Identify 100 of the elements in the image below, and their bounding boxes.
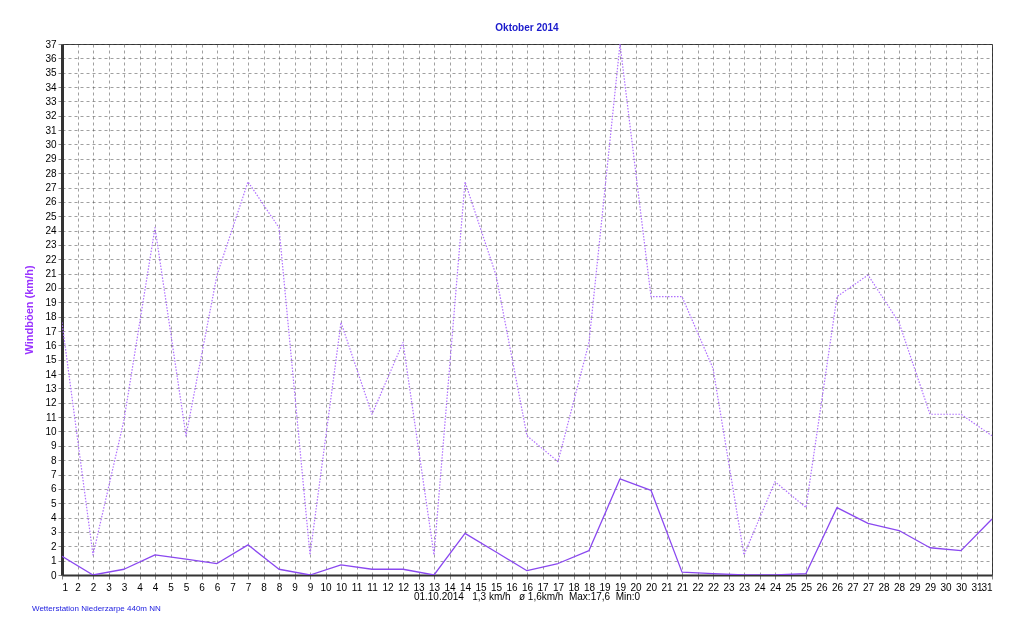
x-tick-label: 2 xyxy=(90,581,97,593)
y-tick-label: 13 xyxy=(45,382,57,394)
x-tick-label: 23 xyxy=(738,581,751,593)
x-tick-label: 28 xyxy=(878,581,890,593)
x-tick-label: 4 xyxy=(137,581,144,593)
x-tick-label: 18 xyxy=(568,581,580,593)
x-tick-label: 23 xyxy=(723,581,735,593)
x-tick-label: 20 xyxy=(630,581,642,593)
y-tick-label: 9 xyxy=(50,440,57,452)
x-tick-label: 13 xyxy=(428,581,441,593)
y-tick-label: 15 xyxy=(45,354,57,366)
x-tick-label: 27 xyxy=(847,581,859,593)
x-tick-label: 3 xyxy=(106,581,113,593)
x-tick-label: 27 xyxy=(862,581,875,593)
text: 01.10.2014 1,3 km/h ø 1,6km/h Max:17,6 Min:0 xyxy=(412,591,642,602)
y-tick-label: 20 xyxy=(45,282,57,294)
x-tick-label: 7 xyxy=(245,581,252,593)
x-tick-label: 5 xyxy=(168,581,175,593)
y-tick-label: 30 xyxy=(45,138,57,150)
x-tick-label: 8 xyxy=(276,581,283,593)
x-tick-label: 19 xyxy=(599,581,611,593)
x-tick-label: 31 xyxy=(971,581,983,593)
y-tick-label: 23 xyxy=(45,239,57,251)
x-tick-label: 4 xyxy=(152,581,159,593)
y-tick-label: 11 xyxy=(46,411,57,423)
y-tick-label: 1 xyxy=(50,555,57,567)
y-tick-label: 37 xyxy=(45,38,57,50)
y-tick-label: 19 xyxy=(45,296,57,308)
x-tick-label: 21 xyxy=(661,581,673,593)
x-tick-label: 3 xyxy=(121,581,128,593)
y-tick-label: 24 xyxy=(45,225,57,237)
x-tick-label: 15 xyxy=(475,581,487,593)
y-axis-title: Windböen (km/h) xyxy=(23,265,36,355)
x-tick-label: 30 xyxy=(940,581,952,593)
x-tick-label: 2 xyxy=(75,581,82,593)
y-tick-label: 0 xyxy=(50,569,57,581)
x-tick-label: 24 xyxy=(769,581,782,593)
x-tick-label: 14 xyxy=(459,581,472,593)
x-tick-label: 12 xyxy=(382,581,394,593)
x-tick-label: 14 xyxy=(444,581,456,593)
y-tick-label: 3 xyxy=(50,526,57,538)
y-tick-label: 8 xyxy=(50,454,57,466)
x-tick-label: 26 xyxy=(816,581,828,593)
x-tick-label: 26 xyxy=(831,581,844,593)
y-tick-label: 17 xyxy=(45,325,57,337)
x-tick-label: 21 xyxy=(676,581,689,593)
x-tick-label: 19 xyxy=(614,581,627,593)
x-tick-label: 20 xyxy=(645,581,658,593)
x-tick-label: 16 xyxy=(521,581,534,593)
x-tick-label: 1 xyxy=(62,581,69,593)
x-tick-label: 16 xyxy=(506,581,518,593)
x-tick-label: 10 xyxy=(320,581,332,593)
x-tick-label: 13 xyxy=(413,581,425,593)
x-tick-label: 29 xyxy=(909,581,921,593)
x-tick-label: 11 xyxy=(351,581,363,593)
x-tick-label: 7 xyxy=(230,581,237,593)
text: Wetterstation Niederzarpe 440m NN xyxy=(32,604,161,613)
y-tick-label: 27 xyxy=(45,182,57,194)
x-tick-label: 22 xyxy=(707,581,720,593)
y-tick-label: 36 xyxy=(45,52,57,64)
y-tick-label: 14 xyxy=(45,368,57,380)
y-tick-label: 29 xyxy=(45,153,57,165)
y-tick-label: 16 xyxy=(45,339,57,351)
y-tick-label: 28 xyxy=(45,167,57,179)
x-tick-label: 15 xyxy=(490,581,503,593)
y-tick-label: 21 xyxy=(45,268,57,280)
x-tick-label: 24 xyxy=(754,581,766,593)
y-tick-label: 7 xyxy=(50,469,57,481)
y-tick-label: 32 xyxy=(45,110,57,122)
x-tick-label: 6 xyxy=(199,581,206,593)
x-tick-label: 30 xyxy=(955,581,968,593)
x-tick-label: 18 xyxy=(583,581,596,593)
chart-title: Oktober 2014 xyxy=(495,22,560,33)
y-tick-label: 6 xyxy=(50,483,57,495)
x-tick-label: 22 xyxy=(692,581,704,593)
y-tick-label: 12 xyxy=(45,397,57,409)
x-tick-label: 25 xyxy=(800,581,813,593)
y-tick-label: 34 xyxy=(45,81,57,93)
y-tick-label: 31 xyxy=(45,124,57,136)
y-tick-label: 18 xyxy=(45,311,57,323)
y-tick-label: 4 xyxy=(50,512,57,524)
y-tick-label: 10 xyxy=(45,425,57,437)
y-tick-label: 26 xyxy=(45,196,57,208)
x-tick-label: 10 xyxy=(335,581,348,593)
x-tick-label: 25 xyxy=(785,581,797,593)
x-tick-label: 17 xyxy=(537,581,549,593)
x-tick-label: 8 xyxy=(261,581,268,593)
y-tick-label: 2 xyxy=(50,540,57,552)
x-tick-label: 17 xyxy=(552,581,565,593)
y-tick-label: 35 xyxy=(45,67,57,79)
x-tick-label: 31 xyxy=(981,581,993,593)
y-tick-label: 25 xyxy=(45,210,57,222)
y-tick-label: 33 xyxy=(45,95,57,107)
x-tick-label: 29 xyxy=(924,581,937,593)
x-tick-label: 9 xyxy=(307,581,314,593)
y-tick-label: 22 xyxy=(45,253,57,265)
x-tick-label: 6 xyxy=(214,581,221,593)
x-tick-label: 11 xyxy=(367,581,379,593)
x-tick-label: 12 xyxy=(397,581,410,593)
x-tick-label: 5 xyxy=(183,581,190,593)
